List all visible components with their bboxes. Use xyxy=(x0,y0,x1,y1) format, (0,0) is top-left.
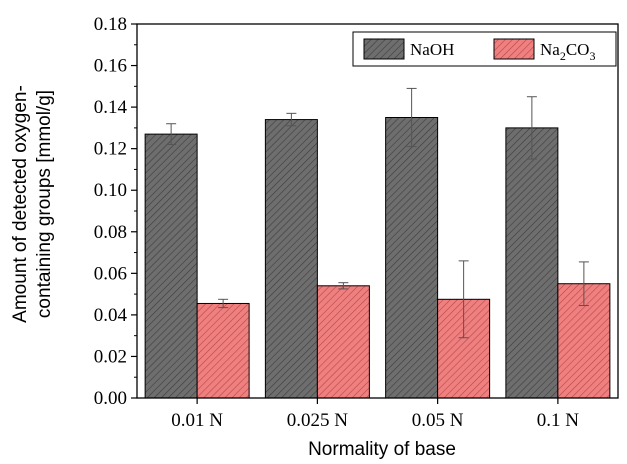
y-tick-label: 0.04 xyxy=(94,305,128,326)
legend-label-naoh: NaOH xyxy=(410,40,454,59)
legend-swatch-na2co3 xyxy=(493,38,535,60)
bar-na2co3-0-025-n xyxy=(316,285,370,399)
y-axis-title-line-2: containing groups [mmol/g] xyxy=(34,90,55,318)
legend-label-na2co3: Na2CO3 xyxy=(540,40,595,63)
x-axis-title: Normality of base xyxy=(308,439,456,460)
bar-naoh-0-05-n xyxy=(385,117,439,399)
y-tick-label: 0.10 xyxy=(94,180,127,201)
legend-swatch-naoh xyxy=(363,38,405,60)
legend: NaOH Na2CO3 xyxy=(352,31,617,67)
y-tick-label: 0.18 xyxy=(94,14,127,35)
bar-na2co3-0-01-n xyxy=(196,302,250,399)
axes-layer: 0.00 0.02 0.04 0.06 0.08 0.10 0.12 0.14 0.16 0.18… xyxy=(94,14,619,431)
bars-layer xyxy=(144,117,611,399)
bar-naoh-0-025-n xyxy=(264,119,318,399)
x-tick-label: 0.01 N xyxy=(171,410,223,431)
x-tick-label: 0.05 N xyxy=(412,410,464,431)
legend-label-na2co3-part-1: Na xyxy=(540,40,560,59)
y-tick-label: 0.06 xyxy=(94,263,127,284)
bar-naoh-0-01-n xyxy=(144,133,198,399)
y-tick-label: 0.02 xyxy=(94,346,127,367)
error-bars-layer xyxy=(166,87,589,339)
y-axis-title-line-1: Amount of detected oxygen- xyxy=(10,85,31,323)
y-tick-label: 0.16 xyxy=(94,56,127,77)
legend-label-na2co3-sub-2: 3 xyxy=(589,49,595,63)
y-tick-label: 0.12 xyxy=(94,139,127,160)
bar-naoh-0-1-n xyxy=(505,127,559,399)
x-tick-label: 0.1 N xyxy=(537,410,580,431)
legend-label-na2co3-sub-1: 2 xyxy=(560,49,566,63)
y-tick-label: 0.08 xyxy=(94,222,127,243)
x-tick-label: 0.025 N xyxy=(287,410,349,431)
y-tick-label: 0.14 xyxy=(94,97,128,118)
y-tick-label: 0.00 xyxy=(94,388,127,409)
legend-label-na2co3-part-2: CO xyxy=(566,40,590,59)
